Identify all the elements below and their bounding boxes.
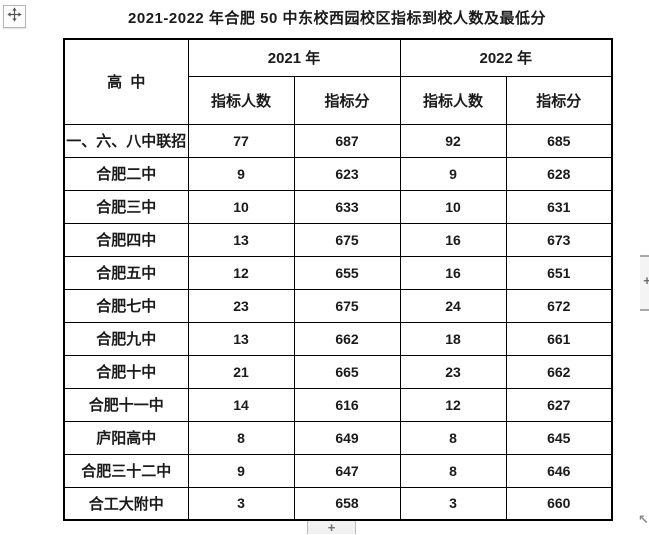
quota-2022-cell[interactable]: 9 — [399, 156, 507, 191]
school-name-cell[interactable]: 一、六、八中联招 — [63, 123, 189, 158]
quota-2022-cell[interactable]: 3 — [399, 486, 507, 521]
score-2022-cell[interactable]: 628 — [505, 156, 613, 191]
score-2021-cell[interactable]: 658 — [293, 486, 401, 521]
score-2022-cell[interactable]: 660 — [505, 486, 613, 521]
mouse-cursor-icon: ↖ — [638, 512, 649, 527]
document-title[interactable]: 2021-2022 年合肥 50 中东校西园校区指标到校人数及最低分 — [128, 10, 546, 27]
school-name-cell[interactable]: 合肥十中 — [63, 354, 189, 389]
quota-2021-cell[interactable]: 10 — [187, 189, 295, 224]
quota-2021-cell[interactable]: 9 — [187, 453, 295, 488]
quota-2021-cell[interactable]: 13 — [187, 321, 295, 356]
corner-header-highschool[interactable]: 高 中 — [63, 38, 189, 125]
quota-2021-cell[interactable]: 8 — [187, 420, 295, 455]
add-column-button[interactable]: + — [640, 255, 649, 311]
table-row: 合肥三中 10 633 10 631 — [63, 189, 613, 224]
year-header-2022[interactable]: 2022 年 — [399, 38, 613, 77]
score-2021-cell[interactable]: 623 — [293, 156, 401, 191]
score-2021-cell[interactable]: 647 — [293, 453, 401, 488]
quota-2021-cell[interactable]: 13 — [187, 222, 295, 257]
quota-2021-cell[interactable]: 21 — [187, 354, 295, 389]
quota-2022-cell[interactable]: 16 — [399, 222, 507, 257]
table-row: 合肥二中 9 623 9 628 — [63, 156, 613, 191]
school-name-cell[interactable]: 合肥四中 — [63, 222, 189, 257]
score-2022-cell[interactable]: 672 — [505, 288, 613, 323]
table-row: 一、六、八中联招 77 687 92 685 — [63, 123, 613, 158]
score-2022-cell[interactable]: 627 — [505, 387, 613, 422]
table-row: 合肥九中 13 662 18 661 — [63, 321, 613, 356]
plus-icon: + — [327, 520, 336, 535]
add-row-button[interactable]: + — [307, 520, 356, 535]
school-name-cell[interactable]: 合工大附中 — [63, 486, 189, 521]
quota-2022-cell[interactable]: 92 — [399, 123, 507, 158]
quota-2021-cell[interactable]: 77 — [187, 123, 295, 158]
school-name-cell[interactable]: 合肥三中 — [63, 189, 189, 224]
quota-score-header-2021[interactable]: 指标分 — [293, 75, 401, 125]
four-way-arrow-icon — [7, 6, 22, 27]
score-2021-cell[interactable]: 665 — [293, 354, 401, 389]
school-name-cell[interactable]: 合肥十一中 — [63, 387, 189, 422]
table-header-row-years: 高 中 2021 年 2022 年 — [63, 38, 613, 125]
score-2022-cell[interactable]: 645 — [505, 420, 613, 455]
quota-2022-cell[interactable]: 8 — [399, 420, 507, 455]
quota-score-header-2022[interactable]: 指标分 — [505, 75, 613, 125]
school-name-cell[interactable]: 合肥二中 — [63, 156, 189, 191]
quota-2022-cell[interactable]: 8 — [399, 453, 507, 488]
table-row: 合肥十中 21 665 23 662 — [63, 354, 613, 389]
quota-2022-cell[interactable]: 23 — [399, 354, 507, 389]
school-name-cell[interactable]: 合肥五中 — [63, 255, 189, 290]
school-name-cell[interactable]: 合肥九中 — [63, 321, 189, 356]
quota-2022-cell[interactable]: 10 — [399, 189, 507, 224]
table-row: 合肥五中 12 655 16 651 — [63, 255, 613, 290]
quota-count-header-2022[interactable]: 指标人数 — [399, 75, 507, 125]
year-header-2021[interactable]: 2021 年 — [187, 38, 401, 77]
school-name-cell[interactable]: 合肥三十二中 — [63, 453, 189, 488]
score-2022-cell[interactable]: 631 — [505, 189, 613, 224]
quota-score-table: 高 中 2021 年 2022 年 指标人数 指标分 指标人数 指标分 一、六、… — [63, 38, 614, 521]
score-2022-cell[interactable]: 646 — [505, 453, 613, 488]
score-2021-cell[interactable]: 687 — [293, 123, 401, 158]
score-2022-cell[interactable]: 661 — [505, 321, 613, 356]
quota-2022-cell[interactable]: 12 — [399, 387, 507, 422]
table-move-handle[interactable] — [3, 5, 26, 28]
table-row: 合肥七中 23 675 24 672 — [63, 288, 613, 323]
score-2021-cell[interactable]: 675 — [293, 288, 401, 323]
school-name-cell[interactable]: 庐阳高中 — [63, 420, 189, 455]
table-row: 合肥十一中 14 616 12 627 — [63, 387, 613, 422]
score-2022-cell[interactable]: 673 — [505, 222, 613, 257]
score-2022-cell[interactable]: 662 — [505, 354, 613, 389]
score-2021-cell[interactable]: 655 — [293, 255, 401, 290]
quota-2021-cell[interactable]: 3 — [187, 486, 295, 521]
quota-2021-cell[interactable]: 9 — [187, 156, 295, 191]
score-2022-cell[interactable]: 685 — [505, 123, 613, 158]
quota-2022-cell[interactable]: 18 — [399, 321, 507, 356]
table-row: 庐阳高中 8 649 8 645 — [63, 420, 613, 455]
table-row: 合工大附中 3 658 3 660 — [63, 486, 613, 521]
table-row: 合肥四中 13 675 16 673 — [63, 222, 613, 257]
quota-2021-cell[interactable]: 23 — [187, 288, 295, 323]
table-row: 合肥三十二中 9 647 8 646 — [63, 453, 613, 488]
quota-2022-cell[interactable]: 16 — [399, 255, 507, 290]
score-2021-cell[interactable]: 649 — [293, 420, 401, 455]
score-2021-cell[interactable]: 633 — [293, 189, 401, 224]
score-2021-cell[interactable]: 616 — [293, 387, 401, 422]
quota-2021-cell[interactable]: 12 — [187, 255, 295, 290]
table-header-row-metrics: 指标人数 指标分 指标人数 指标分 — [64, 75, 613, 125]
quota-2022-cell[interactable]: 24 — [399, 288, 507, 323]
score-2021-cell[interactable]: 675 — [293, 222, 401, 257]
plus-icon: + — [643, 273, 649, 288]
score-2021-cell[interactable]: 662 — [293, 321, 401, 356]
quota-count-header-2021[interactable]: 指标人数 — [187, 75, 295, 125]
score-2022-cell[interactable]: 651 — [505, 255, 613, 290]
quota-2021-cell[interactable]: 14 — [187, 387, 295, 422]
school-name-cell[interactable]: 合肥七中 — [63, 288, 189, 323]
